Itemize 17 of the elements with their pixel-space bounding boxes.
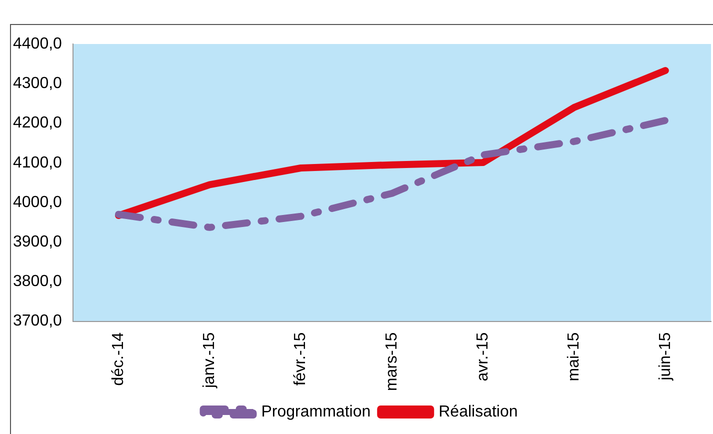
y-tick-label: 4400,0 — [13, 35, 62, 52]
y-tick-label: 3700,0 — [13, 312, 62, 330]
x-tick-label: juin-15 — [656, 332, 674, 382]
x-tick-label: févr.-15 — [292, 332, 310, 386]
x-tick-label: mars-15 — [383, 332, 400, 392]
y-tick-label: 4100,0 — [13, 154, 62, 172]
x-tick-label: avr.-15 — [474, 332, 492, 382]
legend-label: Programmation — [261, 403, 371, 420]
y-tick-label: 4000,0 — [13, 194, 62, 211]
y-tick-label: 3900,0 — [13, 233, 62, 250]
x-tick-label: janv.-15 — [201, 332, 218, 390]
y-tick-label: 4200,0 — [13, 114, 62, 132]
x-tick-label: déc.-14 — [110, 332, 127, 386]
x-tick-label: mai-15 — [566, 332, 583, 382]
legend-label: Réalisation — [438, 403, 518, 420]
y-tick-label: 4300,0 — [13, 75, 62, 92]
y-tick-label: 3800,0 — [13, 273, 62, 290]
